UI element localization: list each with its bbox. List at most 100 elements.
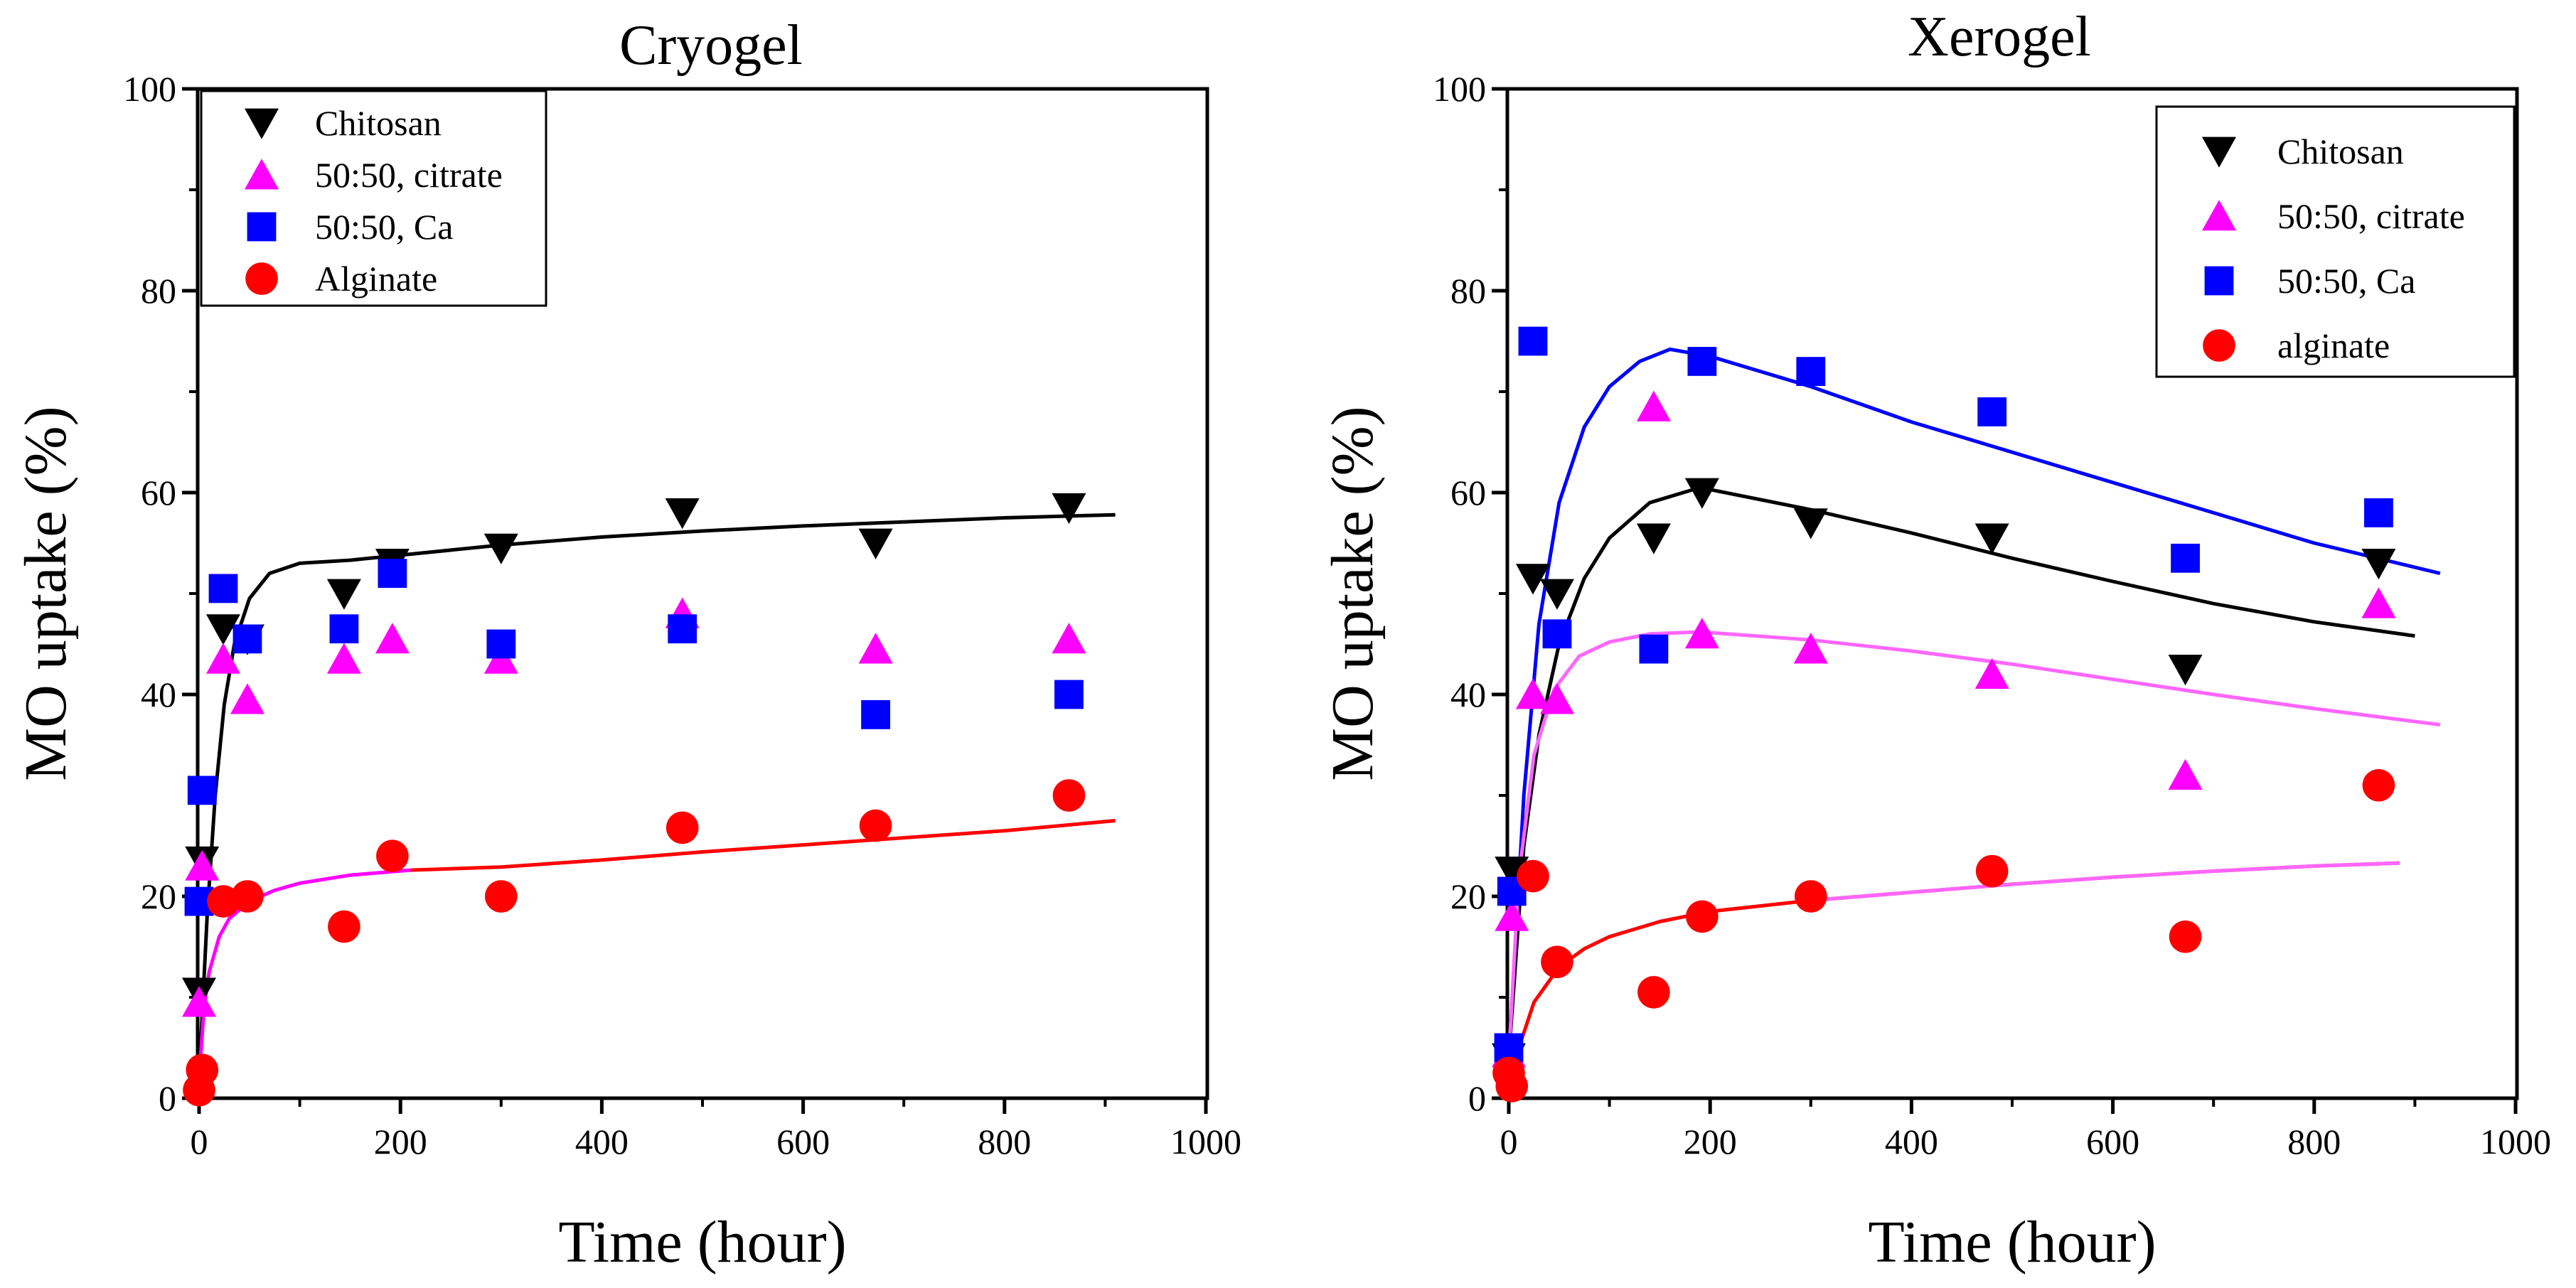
legend-label-50-50-citrate: 50:50, citrate [315,155,503,195]
data-point-50-50-ca [861,700,890,729]
x-tick-label: 1000 [1170,1122,1241,1161]
data-point-chitosan [1684,478,1719,509]
x-tick-label: 1000 [2480,1122,2551,1161]
xerogel-y-axis-label: MO uptake (%) [1320,406,1386,780]
data-point-chitosan [326,579,361,610]
y-tick-label: 60 [1450,473,1486,512]
data-point-alginate [376,839,409,872]
data-point-50-50-citrate [1974,658,2009,689]
data-point-alginate [186,1053,219,1087]
data-point-chitosan [1515,564,1550,595]
data-point-alginate [1517,859,1549,893]
legend-label-50-50-ca: 50:50, Ca [2277,261,2415,301]
fit-line-alginate [410,819,1116,872]
cryogel-title: Cryogel [619,14,803,77]
data-point-chitosan [1495,857,1529,888]
fit-line-alginate-overlay [1810,861,2400,903]
data-point-50-50-citrate [182,986,216,1017]
x-tick-label: 0 [191,1122,208,1161]
data-point-50-50-ca [208,574,238,603]
data-point-50-50-ca [486,629,516,659]
legend-marker-50-50-citrate [245,159,279,190]
y-tick-label: 20 [1450,876,1486,916]
data-point-alginate [1975,854,2009,888]
fit-line-50-50-ca [1507,347,2441,1058]
data-point-50-50-ca [1687,347,1717,376]
legend-label-chitosan: Chitosan [315,103,442,143]
x-tick-label: 200 [1684,1122,1737,1161]
y-tick-label: 40 [1450,675,1486,714]
legend-label-alginate: alginate [2277,326,2390,365]
x-tick-label: 800 [2287,1122,2341,1161]
data-point-50-50-citrate [375,623,410,654]
data-point-chitosan [2168,655,2203,686]
cryogel-data-points [182,493,1086,1107]
xerogel-x-axis-label: Time (hour) [1868,1209,2156,1275]
legend-marker-alginate [245,262,278,295]
data-point-50-50-ca [1054,680,1084,709]
legend-marker-chitosan [2202,136,2236,168]
data-point-chitosan [1052,493,1086,525]
legend-label-50-50-citrate: 50:50, citrate [2277,196,2465,236]
data-point-alginate [328,910,360,943]
cryogel-y-axis-label: MO uptake (%) [13,406,79,780]
data-point-50-50-ca [2364,498,2393,527]
data-point-chitosan [1974,523,2009,554]
data-point-chitosan [2361,549,2396,580]
x-tick-label: 0 [1500,1122,1518,1161]
x-tick-label: 600 [2086,1122,2139,1161]
data-point-50-50-ca [233,624,262,654]
data-point-50-50-ca [1542,619,1572,649]
data-point-50-50-citrate [1052,623,1086,654]
data-point-alginate [2169,921,2202,953]
data-point-50-50-ca [1639,634,1669,664]
data-point-chitosan [1539,579,1574,610]
data-point-50-50-citrate [858,633,893,664]
x-tick-label: 400 [1885,1122,1938,1161]
data-point-50-50-citrate [1539,683,1574,714]
x-tick-label: 600 [776,1122,830,1161]
data-point-alginate [859,809,892,842]
legend-marker-50-50-ca [247,212,277,242]
data-point-50-50-citrate [230,683,264,714]
legend-label-chitosan: Chitosan [2277,132,2404,171]
xerogel-panel: Xerogel 0 200 400 600 800 1000 0 20 40 60 80 100 T… [1320,6,2551,1275]
legend-label-alginate: Alginate [315,259,437,299]
data-point-50-50-ca [1518,326,1548,356]
data-point-chitosan [858,528,893,559]
data-point-chitosan [483,533,518,564]
data-point-alginate [2362,769,2395,802]
xerogel-y-ticks: 0 20 40 60 80 100 [1433,69,1507,1118]
data-point-50-50-citrate [2168,758,2203,790]
data-point-50-50-citrate [1495,900,1529,931]
cryogel-panel: Cryogel 0 200 400 600 800 1000 0 20 40 60 80 100 T… [13,14,1241,1275]
y-tick-label: 20 [141,876,176,916]
y-tick-label: 80 [1450,271,1486,311]
x-tick-label: 400 [575,1122,629,1161]
data-point-alginate [207,885,240,918]
data-point-50-50-citrate [2361,587,2396,618]
legend-marker-50-50-citrate [2202,200,2236,231]
legend-marker-50-50-ca [2204,266,2234,296]
data-point-chitosan [1793,508,1828,540]
y-tick-label: 40 [141,675,176,714]
y-tick-label: 100 [123,69,176,109]
data-point-50-50-ca [1796,357,1826,386]
data-point-alginate [1795,880,1827,913]
legend-marker-chitosan [245,108,279,139]
data-point-alginate [1495,1070,1529,1102]
data-point-chitosan [665,498,700,530]
cryogel-x-ticks: 0 200 400 600 800 1000 [191,1098,1241,1161]
data-point-50-50-citrate [1684,618,1719,649]
data-point-50-50-ca [187,776,217,805]
xerogel-title: Xerogel [1908,6,2091,68]
y-tick-label: 0 [159,1078,176,1118]
data-point-alginate [1541,945,1573,979]
data-point-50-50-citrate [326,643,361,674]
data-point-alginate [231,880,264,913]
data-point-50-50-ca [329,614,359,644]
xerogel-data-points [1492,326,2396,1102]
xerogel-legend: Chitosan 50:50, citrate 50:50, Ca alginate [2155,105,2516,378]
fit-line-chitosan [1507,485,2415,1058]
cryogel-y-ticks: 0 20 40 60 80 100 [123,69,198,1118]
